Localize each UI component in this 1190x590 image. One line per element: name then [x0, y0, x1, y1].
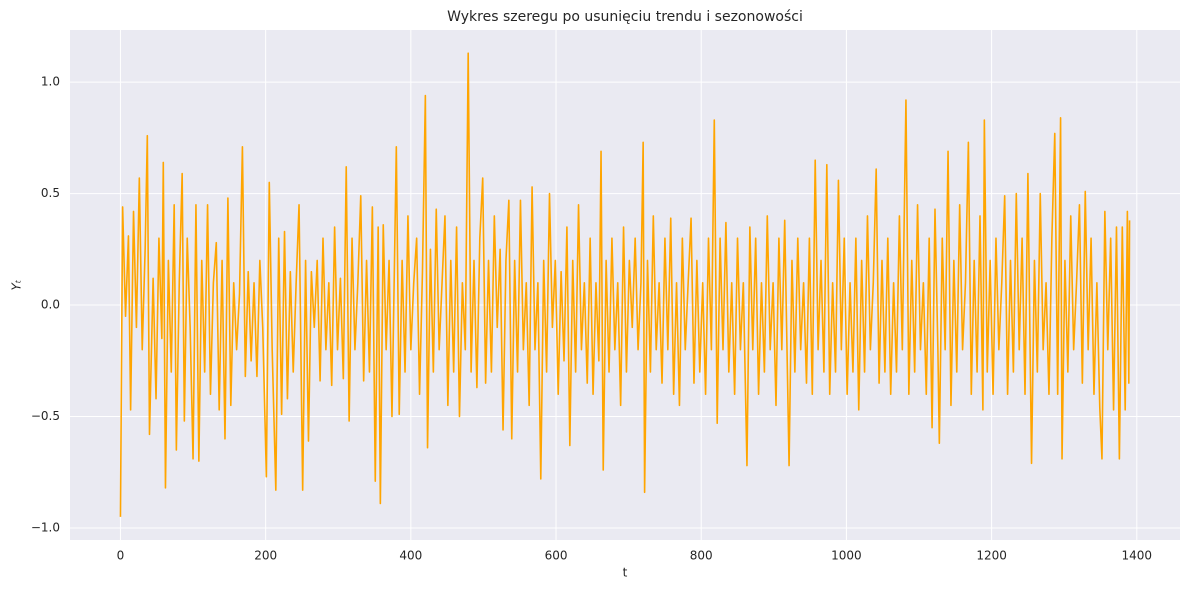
data-line	[119, 52, 1131, 517]
y-tick-label: −1.0	[31, 520, 60, 534]
x-tick-label: 1000	[831, 549, 862, 563]
chart-title: Wykres szeregu po usunięciu trendu i sez…	[447, 9, 803, 25]
y-tick-label: 0.0	[41, 298, 60, 312]
x-tick-label: 1400	[1122, 549, 1153, 563]
y-tick-label: 0.5	[41, 186, 60, 200]
x-tick-label: 600	[545, 549, 568, 563]
y-axis-label: Yₜ	[10, 279, 24, 290]
y-tick-label: 1.0	[41, 75, 60, 89]
x-tick-label: 0	[117, 549, 125, 563]
x-axis-label: t	[623, 566, 628, 580]
x-tick-label: 400	[399, 549, 422, 563]
x-tick-label: 200	[254, 549, 277, 563]
y-tick-label: −0.5	[31, 409, 60, 423]
x-tick-label: 1200	[976, 549, 1007, 563]
x-tick-label: 800	[690, 549, 713, 563]
